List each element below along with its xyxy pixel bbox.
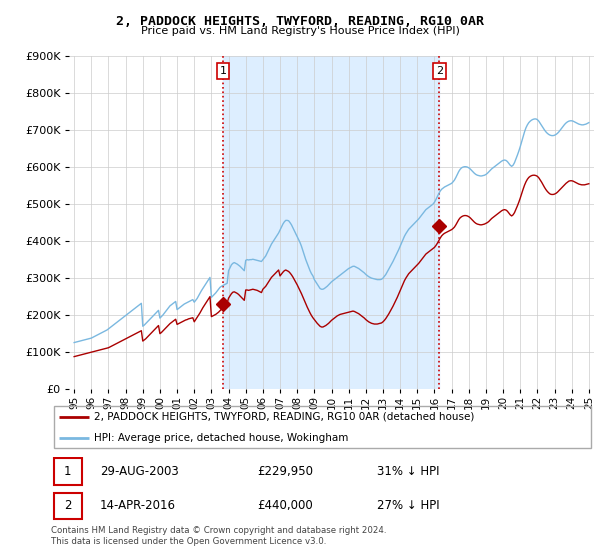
Text: £440,000: £440,000 xyxy=(257,500,313,512)
Text: 1: 1 xyxy=(220,66,226,76)
Text: 29-AUG-2003: 29-AUG-2003 xyxy=(100,465,179,478)
Text: 14-APR-2016: 14-APR-2016 xyxy=(100,500,176,512)
Text: Contains HM Land Registry data © Crown copyright and database right 2024.
This d: Contains HM Land Registry data © Crown c… xyxy=(51,526,386,546)
Text: 1: 1 xyxy=(64,465,71,478)
Text: £229,950: £229,950 xyxy=(257,465,313,478)
Text: Price paid vs. HM Land Registry's House Price Index (HPI): Price paid vs. HM Land Registry's House … xyxy=(140,26,460,36)
Bar xyxy=(223,56,439,389)
Text: 2, PADDOCK HEIGHTS, TWYFORD, READING, RG10 0AR: 2, PADDOCK HEIGHTS, TWYFORD, READING, RG… xyxy=(116,15,484,27)
Text: 2: 2 xyxy=(436,66,443,76)
Text: 2, PADDOCK HEIGHTS, TWYFORD, READING, RG10 0AR (detached house): 2, PADDOCK HEIGHTS, TWYFORD, READING, RG… xyxy=(94,412,475,422)
Text: 2: 2 xyxy=(64,500,71,512)
Text: 31% ↓ HPI: 31% ↓ HPI xyxy=(377,465,439,478)
Text: 27% ↓ HPI: 27% ↓ HPI xyxy=(377,500,439,512)
Text: HPI: Average price, detached house, Wokingham: HPI: Average price, detached house, Woki… xyxy=(94,433,349,444)
